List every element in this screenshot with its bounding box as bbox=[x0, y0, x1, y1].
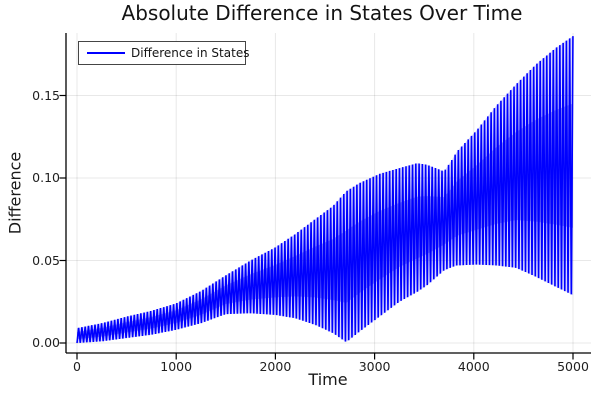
legend-entry-label: Difference in States bbox=[131, 46, 250, 60]
x-tick-label: 4000 bbox=[457, 359, 490, 374]
y-tick-label: 0.05 bbox=[32, 252, 60, 268]
y-tick-label: 0.00 bbox=[32, 335, 60, 350]
x-tick-label: 5000 bbox=[557, 359, 589, 374]
series-line bbox=[76, 36, 574, 344]
legend-line-sample bbox=[87, 52, 125, 54]
y-tick-label: 0.10 bbox=[32, 170, 60, 185]
x-tick-label: 0 bbox=[73, 359, 81, 374]
y-axis-label: Difference bbox=[5, 151, 25, 235]
chart-title: Absolute Difference in States Over Time bbox=[121, 1, 523, 25]
series-envelope-fill bbox=[77, 36, 573, 343]
x-tick-label: 2000 bbox=[259, 359, 292, 374]
x-tick-label: 3000 bbox=[358, 359, 391, 374]
x-tick-label: 1000 bbox=[160, 359, 193, 374]
y-tick-label: 0.15 bbox=[32, 87, 60, 103]
x-axis-label: Time bbox=[308, 370, 348, 389]
legend-box: Difference in States bbox=[78, 41, 250, 65]
